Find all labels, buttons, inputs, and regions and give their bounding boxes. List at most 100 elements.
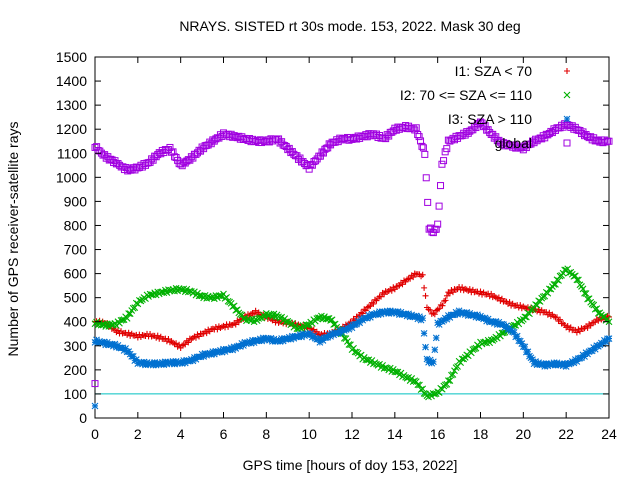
data-point (249, 336, 256, 344)
y-tick-label: 0 (79, 410, 87, 426)
data-point (232, 321, 239, 328)
data-point (100, 338, 108, 346)
data-point (267, 334, 275, 342)
data-point (252, 336, 260, 344)
data-point (422, 343, 429, 351)
y-tick-label: 1300 (56, 97, 87, 113)
data-point (209, 348, 217, 355)
data-point (145, 361, 152, 368)
data-point (546, 309, 553, 316)
data-point (536, 298, 544, 305)
data-point (388, 287, 395, 294)
data-point (189, 357, 197, 365)
data-point (293, 332, 301, 340)
data-point (218, 348, 226, 356)
data-point (517, 302, 524, 309)
data-point (557, 316, 564, 323)
data-point (203, 330, 210, 337)
legend-marker (563, 115, 571, 123)
data-point (595, 317, 602, 324)
data-point (180, 357, 188, 364)
data-point (426, 356, 434, 364)
data-point (552, 280, 559, 288)
data-point (448, 371, 455, 379)
data-point (575, 276, 582, 284)
data-point (422, 174, 430, 182)
data-point (524, 348, 532, 356)
data-point (516, 337, 524, 345)
data-point (207, 351, 215, 358)
data-point (239, 342, 247, 349)
y-tick-label: 300 (64, 338, 88, 354)
x-tick-label: 22 (558, 426, 574, 442)
data-point (512, 333, 520, 341)
data-point (439, 302, 446, 309)
data-point (521, 343, 529, 351)
data-point (427, 307, 434, 314)
data-point (472, 313, 480, 321)
data-point (552, 361, 559, 369)
data-point (327, 333, 334, 340)
data-point (302, 321, 310, 329)
data-point (419, 271, 426, 278)
data-point (460, 287, 467, 294)
data-point (449, 371, 457, 378)
data-point (379, 308, 386, 315)
data-point (518, 340, 526, 347)
chart-title: NRAYS. SISTED rt 30s mode. 153, 2022. Ma… (179, 18, 520, 34)
series-2 (91, 307, 613, 370)
data-point (585, 295, 593, 303)
data-point (226, 321, 233, 328)
data-point (204, 350, 212, 358)
data-point (129, 352, 137, 360)
data-point (93, 336, 100, 344)
isolated-point (91, 402, 99, 410)
data-point (573, 358, 581, 365)
data-point (122, 345, 129, 352)
data-point (396, 282, 403, 289)
data-point (111, 340, 119, 348)
data-point (433, 307, 440, 314)
data-point (437, 182, 445, 190)
data-point (602, 338, 610, 346)
data-point (171, 360, 178, 368)
data-point (443, 145, 451, 153)
data-point (195, 292, 203, 300)
data-point (541, 363, 549, 370)
data-point (154, 332, 161, 339)
x-tick-label: 24 (601, 426, 617, 442)
data-point (570, 359, 578, 367)
data-point (391, 286, 398, 293)
data-point (564, 322, 571, 329)
data-point (435, 321, 443, 328)
legend-label: I2: 70 <= SZA <= 110 (400, 87, 532, 103)
data-point (363, 314, 371, 322)
data-point (327, 317, 334, 324)
data-point (454, 363, 461, 370)
data-point (125, 348, 133, 355)
data-point (345, 341, 353, 348)
data-point (279, 337, 287, 345)
data-point (410, 274, 417, 281)
data-point (539, 360, 547, 368)
x-tick-label: 4 (177, 426, 185, 442)
y-tick-label: 800 (64, 217, 88, 233)
data-point (223, 294, 230, 301)
data-point (192, 334, 199, 341)
data-point (573, 329, 580, 336)
data-point (160, 361, 168, 369)
data-point (500, 321, 507, 328)
data-point (149, 361, 157, 369)
data-point (210, 350, 218, 358)
data-point (383, 307, 391, 315)
data-point (316, 338, 324, 346)
data-point (582, 290, 590, 297)
data-point (123, 314, 131, 322)
data-point (438, 160, 446, 168)
isolated-point (91, 380, 99, 388)
data-point (441, 298, 448, 305)
data-point (151, 359, 159, 366)
y-tick-label: 1100 (57, 145, 87, 161)
y-tick-label: 600 (64, 266, 88, 282)
